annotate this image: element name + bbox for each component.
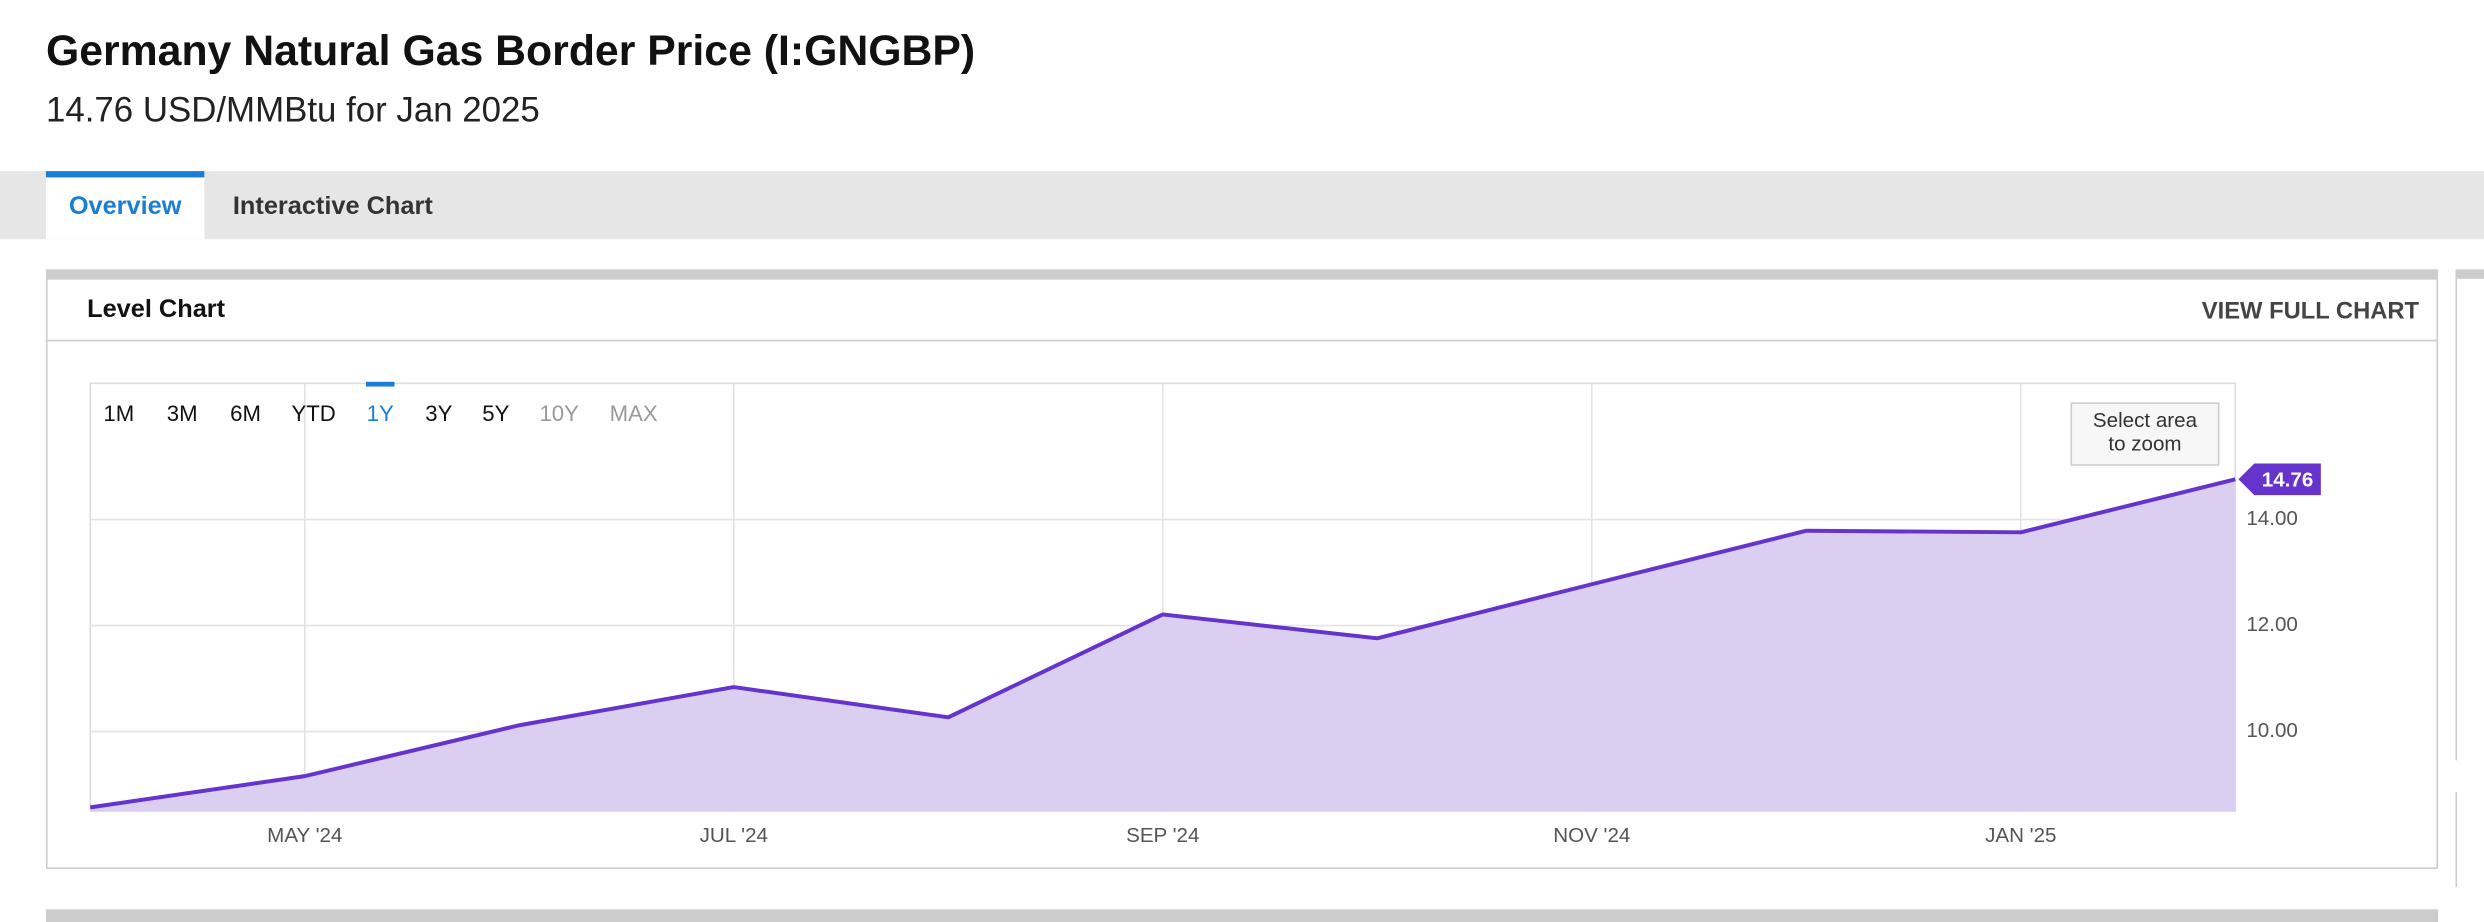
range-button[interactable]: 3Y (425, 401, 452, 426)
x-tick-label: MAY '24 (267, 824, 342, 847)
x-tick-label: SEP '24 (1126, 824, 1199, 847)
last-value-label: 14.76 (2262, 468, 2314, 491)
next-panel-edge (2455, 269, 2484, 279)
page-subtitle: 14.76 USD/MMBtu for Jan 2025 (46, 91, 540, 130)
line (90, 477, 2236, 810)
range-button-indicator (365, 381, 395, 387)
range-button[interactable]: 1M (103, 401, 134, 426)
view-full-chart[interactable]: VIEW FULL CHART (2202, 297, 2420, 324)
x-tick-label: JAN '25 (1985, 824, 2056, 847)
range-button[interactable]: MAX (610, 401, 658, 426)
page-title: Germany Natural Gas Border Price (I:GNGB… (46, 27, 975, 75)
zoom-hint: to zoom (2108, 433, 2181, 456)
x-tick-label: NOV '24 (1553, 824, 1630, 847)
tab-bar (0, 171, 2484, 240)
y-tick-label: 12.00 (2246, 613, 2298, 636)
next-panel-top (45, 909, 2439, 922)
tab[interactable]: Interactive Chart (233, 192, 433, 220)
range-button[interactable]: 1Y (367, 401, 394, 426)
range-button[interactable]: 3M (167, 401, 198, 426)
zoom-hint-box (2070, 402, 2220, 466)
active-tab (45, 171, 205, 240)
tab[interactable]: Overview (69, 192, 182, 220)
zoom-hint: Select area (2093, 409, 2198, 432)
last-value-flag (2238, 463, 2321, 496)
range-button[interactable]: 10Y (539, 401, 579, 426)
panel-title: Level Chart (87, 295, 226, 323)
panel-top-bar (45, 269, 2439, 279)
x-tick-label: JUL '24 (700, 824, 768, 847)
range-button[interactable]: 6M (230, 401, 261, 426)
y-tick-label: 10.00 (2246, 719, 2298, 742)
range-button[interactable]: 5Y (482, 401, 509, 426)
y-tick-label: 14.00 (2246, 507, 2298, 530)
range-button[interactable]: YTD (292, 401, 336, 426)
area (90, 479, 2236, 812)
active-tab-indicator (45, 171, 205, 178)
